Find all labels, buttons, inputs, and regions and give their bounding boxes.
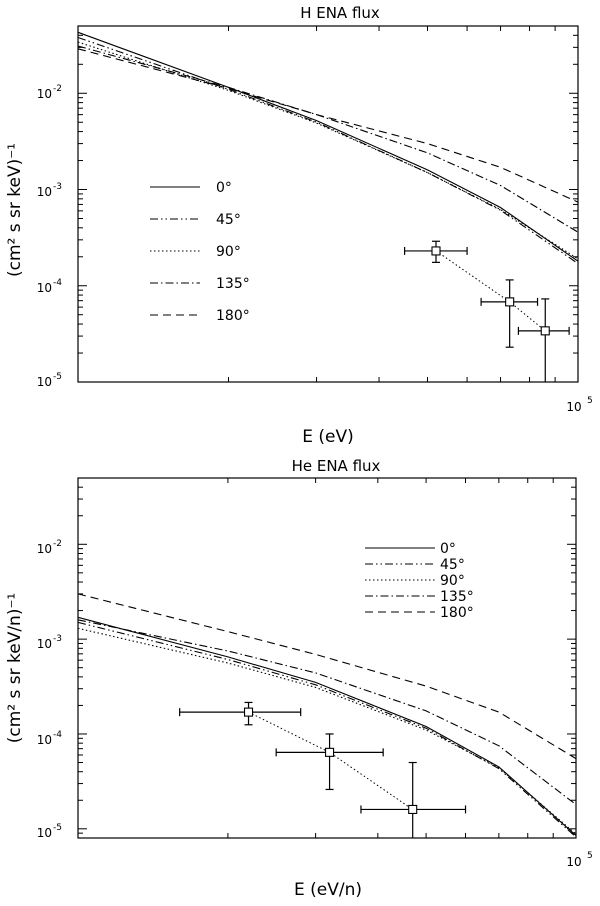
y-tick-label: 10 <box>37 281 52 295</box>
legend: 0° 45° 90° 135° 180° <box>365 541 474 621</box>
y-axis-label: (cm² s sr keV)⁻¹ <box>5 143 25 277</box>
x-tick-label-exponent: 5 <box>587 851 593 861</box>
y-tick-label-exponent: -4 <box>53 730 62 740</box>
x-tick-label: 10 <box>566 400 581 414</box>
series-lines <box>77 31 579 265</box>
legend-label: 0° <box>440 541 456 557</box>
y-tick-label-exponent: -5 <box>53 372 62 382</box>
observation-point <box>505 297 515 307</box>
legend-label: 90° <box>440 573 465 589</box>
series-line <box>77 627 577 835</box>
series-line <box>77 31 579 262</box>
legend-label: 0° <box>216 180 232 196</box>
plot-frame <box>77 477 577 839</box>
y-tick-label-exponent: -3 <box>53 182 62 192</box>
x-axis-label: E (eV/n) <box>294 880 362 900</box>
x-axis-label: E (eV) <box>302 427 354 447</box>
observation-point <box>431 246 441 256</box>
series-lines <box>77 593 577 838</box>
y-tick-label: 10 <box>37 87 52 101</box>
chart-title: He ENA flux <box>292 457 381 475</box>
legend-label: 135° <box>216 276 250 292</box>
axis-ticks <box>77 477 577 839</box>
observation-point <box>408 804 418 815</box>
series-line <box>77 593 577 760</box>
observation-connector <box>435 250 546 332</box>
observation-connector <box>248 711 413 810</box>
observation-point <box>325 747 335 757</box>
series-line <box>77 45 579 233</box>
y-tick-label-exponent: -5 <box>53 823 62 833</box>
y-tick-label: 10 <box>37 185 52 199</box>
x-tick-label: 10 <box>566 855 581 869</box>
y-axis-label: (cm² s sr keV/n)⁻¹ <box>5 593 25 744</box>
h-ena-flux-panel: H ENA flux 10 -2 10 -3 10 -4 10 -5 10 5 … <box>5 4 593 447</box>
series-line <box>77 48 579 203</box>
observation-point <box>540 326 550 336</box>
x-tick-label-exponent: 5 <box>587 396 593 406</box>
plot-frame <box>77 25 579 383</box>
legend-label: 180° <box>216 308 250 324</box>
y-tick-label: 10 <box>37 637 52 651</box>
y-tick-label: 10 <box>37 826 52 840</box>
he-ena-flux-panel: He ENA flux 10 -2 10 -3 10 -4 10 -5 10 5… <box>5 457 593 900</box>
series-line <box>77 619 577 806</box>
chart-title: H ENA flux <box>300 4 380 22</box>
series-line <box>77 616 577 836</box>
observations <box>179 701 467 838</box>
legend-label: 90° <box>216 244 241 260</box>
legend-label: 45° <box>440 557 465 573</box>
series-line <box>77 621 577 838</box>
series-line <box>77 36 579 265</box>
legend-label: 180° <box>440 605 474 621</box>
legend-label: 45° <box>216 212 241 228</box>
series-line <box>77 41 579 260</box>
y-tick-label-exponent: -2 <box>53 84 62 94</box>
observations <box>404 240 570 382</box>
legend: 0° 45° 90° 135° 180° <box>150 180 250 324</box>
observation-point <box>243 707 254 717</box>
y-tick-label-exponent: -3 <box>53 634 62 644</box>
y-tick-label-exponent: -4 <box>53 278 62 288</box>
y-tick-label: 10 <box>37 733 52 747</box>
axis-ticks <box>77 25 579 383</box>
y-tick-label-exponent: -2 <box>53 539 62 549</box>
y-tick-label: 10 <box>37 375 52 389</box>
y-tick-label: 10 <box>37 542 52 556</box>
legend-label: 135° <box>440 589 474 605</box>
